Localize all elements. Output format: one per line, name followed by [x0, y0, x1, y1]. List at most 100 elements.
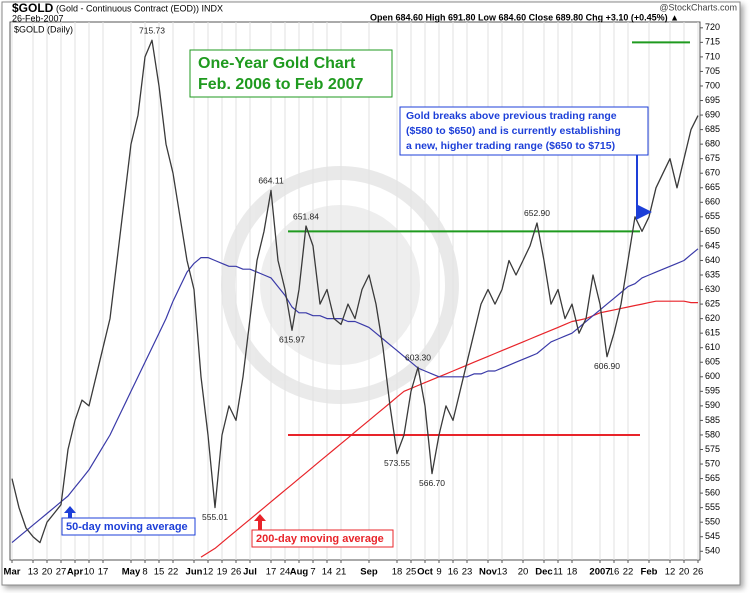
x-tick-label: 24 — [280, 567, 291, 578]
x-tick-label: Mar — [4, 567, 21, 578]
arrow — [254, 514, 266, 530]
moving-average — [200, 300, 698, 558]
x-tick-label: 23 — [462, 567, 473, 578]
x-tick-label: Sep — [360, 567, 378, 578]
x-tick-label: 17 — [98, 567, 109, 578]
value-label: 606.90 — [594, 361, 620, 371]
annotation: One-Year Gold Chart — [198, 55, 356, 72]
x-tick-label: 2007 — [589, 567, 610, 578]
x-tick-label: 17 — [266, 567, 277, 578]
annotation: Gold breaks above previous trading range — [406, 110, 617, 122]
arrow — [636, 155, 652, 220]
y-tick-label: 685 — [705, 124, 720, 134]
y-tick-label: 720 — [705, 22, 720, 32]
x-tick-label: 26 — [231, 567, 242, 578]
y-tick-label: 600 — [705, 371, 720, 381]
y-tick-label: 560 — [705, 487, 720, 497]
x-tick-label: Aug — [290, 567, 309, 578]
y-tick-label: 660 — [705, 197, 720, 207]
note-box — [399, 106, 649, 156]
value-label: 715.73 — [139, 25, 165, 35]
x-tick-label: 13 — [497, 567, 508, 578]
y-tick-label: 655 — [705, 211, 720, 221]
series-label: $GOLD (Daily) — [14, 24, 73, 34]
arrow — [64, 506, 76, 518]
y-tick-label: 610 — [705, 342, 720, 352]
x-tick-label: Jun — [186, 567, 203, 578]
quote: Open 684.60 High 691.80 Low 684.60 Close… — [370, 12, 679, 22]
x-tick-label: 13 — [28, 567, 39, 578]
symbol: $GOLD — [12, 1, 54, 15]
y-tick-label: 705 — [705, 66, 720, 76]
y-tick-label: 635 — [705, 269, 720, 279]
x-tick-label: 20 — [42, 567, 53, 578]
value-label: 664.11 — [258, 176, 284, 186]
y-tick-label: 665 — [705, 182, 720, 192]
x-tick-label: 20 — [679, 567, 690, 578]
y-tick-label: 580 — [705, 429, 720, 439]
y-tick-label: 620 — [705, 313, 720, 323]
y-tick-label: 625 — [705, 298, 720, 308]
annotation: Feb. 2006 to Feb 2007 — [198, 76, 364, 93]
x-tick-label: 14 — [322, 567, 333, 578]
x-tick-label: 22 — [168, 567, 179, 578]
y-tick-label: 595 — [705, 386, 720, 396]
x-tick-label: 11 — [553, 567, 563, 578]
value-label: 566.70 — [419, 478, 445, 488]
x-tick-label: 16 — [609, 567, 620, 578]
y-tick-label: 540 — [705, 546, 720, 556]
y-tick-label: 590 — [705, 400, 720, 410]
value-label: 555.01 — [202, 512, 228, 522]
value-label: 651.84 — [293, 211, 319, 221]
x-tick-label: 26 — [693, 567, 704, 578]
x-tick-label: Oct — [417, 567, 434, 578]
y-tick-label: 690 — [705, 109, 720, 119]
y-tick-label: 565 — [705, 473, 720, 483]
y-tick-label: 545 — [705, 531, 720, 541]
y-tick-label: 615 — [705, 328, 720, 338]
x-tick-label: 7 — [310, 567, 315, 578]
x-tick-label: 25 — [406, 567, 417, 578]
watermark — [221, 166, 459, 404]
y-tick-label: 585 — [705, 415, 720, 425]
y-tick-label: 715 — [705, 37, 720, 47]
y-tick-label: 630 — [705, 284, 720, 294]
x-tick-label: 22 — [623, 567, 634, 578]
value-label: 573.55 — [384, 458, 410, 468]
date: 26-Feb-2007 — [12, 13, 64, 23]
ma50-box — [61, 517, 196, 536]
x-tick-label: May — [122, 567, 141, 578]
y-tick-label: 680 — [705, 139, 720, 149]
value-label: 603.30 — [405, 352, 431, 362]
value-label: 615.97 — [279, 335, 305, 345]
x-tick-label: 8 — [142, 567, 147, 578]
ma200-box — [251, 529, 394, 548]
annotation: a new, higher trading range ($650 to $71… — [406, 140, 615, 152]
source: @StockCharts.com — [659, 2, 737, 12]
x-tick-label: Jul — [243, 567, 257, 578]
y-tick-label: 640 — [705, 255, 720, 265]
y-tick-label: 575 — [705, 444, 720, 454]
annotation: ($580 to $650) and is currently establis… — [406, 125, 621, 137]
x-tick-label: 18 — [567, 567, 578, 578]
y-tick-label: 550 — [705, 517, 720, 527]
x-tick-label: 19 — [217, 567, 228, 578]
x-tick-label: 27 — [56, 567, 67, 578]
title-box — [189, 49, 393, 98]
y-tick-label: 570 — [705, 458, 720, 468]
x-tick-label: Feb — [641, 567, 658, 578]
y-tick-label: 605 — [705, 357, 720, 367]
price-line — [11, 39, 699, 544]
value-label: 652.90 — [524, 208, 550, 218]
y-tick-label: 710 — [705, 51, 720, 61]
y-tick-label: 675 — [705, 153, 720, 163]
description: (Gold - Continuous Contract (EOD)) INDX — [56, 3, 223, 13]
y-tick-label: 670 — [705, 168, 720, 178]
y-tick-label: 695 — [705, 95, 720, 105]
x-tick-label: 12 — [665, 567, 676, 578]
x-tick-label: Apr — [67, 567, 84, 578]
x-tick-label: Dec — [535, 567, 552, 578]
y-tick-label: 650 — [705, 226, 720, 236]
x-tick-label: Nov — [479, 567, 498, 578]
